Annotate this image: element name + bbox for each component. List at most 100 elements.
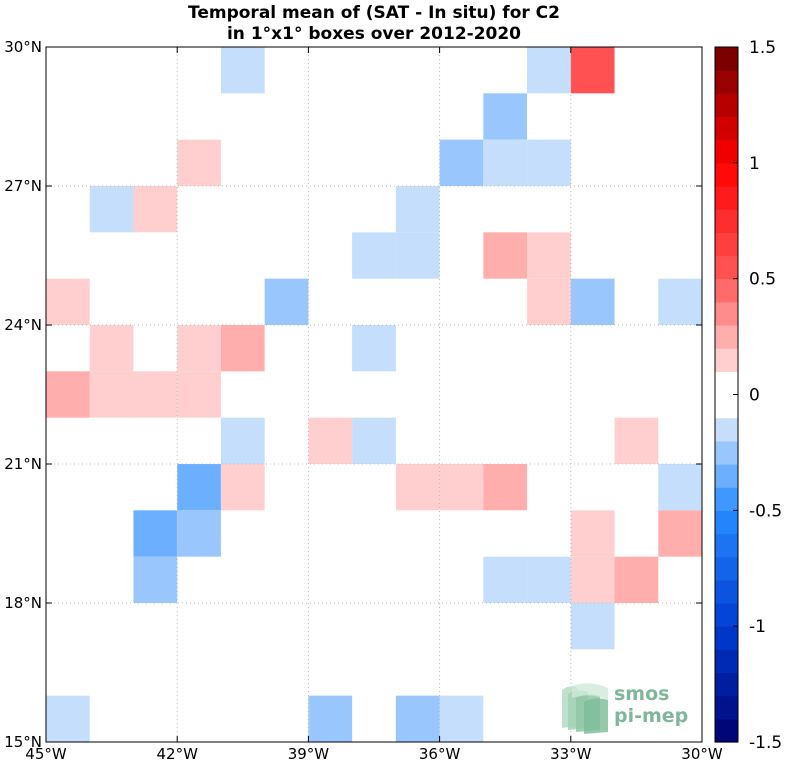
heatmap-cell <box>483 232 528 279</box>
colorbar-segment <box>715 70 738 94</box>
colorbar-segment <box>715 672 738 697</box>
colorbar-segment <box>715 556 738 581</box>
colorbar-tick-label: 1 <box>749 154 760 174</box>
x-tick-label: 30°W <box>681 745 723 763</box>
colorbar-segment <box>715 139 738 164</box>
colorbar-segment <box>715 579 738 604</box>
colorbar-segment <box>715 649 738 674</box>
colorbar-tick-label: -1 <box>749 617 766 637</box>
heatmap-cell <box>570 510 615 557</box>
y-tick-labels: 15°N 18°N 21°N 24°N 27°N 30°N <box>4 38 42 751</box>
y-tick-label: 24°N <box>4 316 42 334</box>
colorbar-segment <box>715 440 738 465</box>
heatmap-cell <box>483 93 528 140</box>
colorbar-segment <box>715 603 738 627</box>
heatmap-cell <box>614 417 659 464</box>
colorbar-tick-label: 1.5 <box>749 38 776 58</box>
colorbar-segment <box>715 232 738 257</box>
colorbar-segment <box>715 348 738 372</box>
colorbar-frame <box>714 46 739 743</box>
heatmap-cell <box>658 464 702 511</box>
heatmap-cell <box>352 325 396 372</box>
colorbar-tick-label: 0.5 <box>749 270 776 290</box>
chart-title-line-1: Temporal mean of (SAT - In situ) for C2 <box>188 3 560 23</box>
colorbar-segment <box>715 255 738 280</box>
heatmap-cells <box>46 47 702 742</box>
heatmap-cell <box>395 186 440 233</box>
heatmap-cell <box>658 278 702 325</box>
y-tick-label: 27°N <box>4 177 42 195</box>
colorbar-tick-label: 0 <box>749 386 760 406</box>
colorbar-tick-labels: 1.5 1 0.5 0 -0.5 -1 -1.5 <box>749 38 782 753</box>
heatmap-cell <box>527 556 571 603</box>
colorbar-segment <box>715 186 738 210</box>
heatmap-cell <box>177 325 221 372</box>
logo-mark-icon <box>562 683 608 734</box>
colorbar-segment <box>715 93 738 118</box>
heatmap-cell <box>133 371 178 418</box>
x-tick-labels: 45°W 42°W 39°W 36°W 33°W 30°W <box>25 745 723 763</box>
heatmap-cell <box>177 371 221 418</box>
colorbar-segment <box>715 417 738 442</box>
heatmap-cell <box>527 47 571 94</box>
x-tick-label: 36°W <box>419 745 461 763</box>
y-tick-label: 30°N <box>4 38 42 56</box>
grid-lines <box>46 47 702 742</box>
y-tick-label: 21°N <box>4 455 42 473</box>
colorbar-segment <box>715 718 738 743</box>
heatmap-cell <box>352 417 396 464</box>
heatmap-cell <box>570 603 615 650</box>
heatmap-cell <box>308 417 353 464</box>
heatmap-cell <box>395 695 440 742</box>
heatmap-cell <box>658 510 702 557</box>
heatmap-cell <box>177 464 221 511</box>
colorbar-segment <box>715 325 738 349</box>
colorbar-segment <box>715 510 738 535</box>
heatmap-cell <box>352 232 396 279</box>
colorbar-segment <box>715 209 738 233</box>
heatmap-cell <box>527 139 571 186</box>
heatmap-cell <box>220 464 265 511</box>
heatmap-cell <box>439 464 484 511</box>
colorbar-segment <box>715 464 738 488</box>
heatmap-cell <box>308 695 353 742</box>
heatmap-cell <box>439 139 484 186</box>
heatmap-cell <box>614 556 659 603</box>
heatmap-cell <box>527 278 571 325</box>
heatmap-cell <box>570 47 615 94</box>
colorbar-tick-label: -1.5 <box>749 733 782 753</box>
x-tick-label: 33°W <box>550 745 592 763</box>
heatmap-cell <box>89 325 134 372</box>
colorbar-segment <box>715 394 738 419</box>
heatmap-cell <box>570 556 615 603</box>
plot-frame <box>45 46 703 743</box>
colorbar-segment <box>715 162 738 187</box>
colorbar-segment <box>715 301 738 326</box>
y-tick-label: 18°N <box>4 594 42 612</box>
logo-text-pi-mep: pi-mep <box>614 705 688 727</box>
heatmap-cell <box>527 232 571 279</box>
heatmap-cell <box>439 695 484 742</box>
heatmap-cell <box>46 278 90 325</box>
heatmap-cell <box>133 510 178 557</box>
heatmap-cell <box>483 139 528 186</box>
colorbar-segment <box>715 626 738 650</box>
heatmap-cell <box>395 232 440 279</box>
heatmap-cell <box>46 371 90 418</box>
colorbar-segment <box>715 278 738 303</box>
heatmap-cell <box>46 695 90 742</box>
heatmap-cell <box>483 464 528 511</box>
heatmap-cell <box>220 417 265 464</box>
colorbar-segment <box>715 487 738 511</box>
heatmap-cell <box>89 186 134 233</box>
heatmap-cell <box>177 139 221 186</box>
heatmap-cell <box>220 325 265 372</box>
y-tick-label: 15°N <box>4 733 42 751</box>
colorbar-segment <box>715 371 738 396</box>
colorbar-tick-label: -0.5 <box>749 501 782 521</box>
axis-ticks <box>45 46 703 743</box>
heatmap-cell <box>570 278 615 325</box>
colorbar-segment <box>715 533 738 558</box>
colorbar-segment <box>715 47 738 71</box>
colorbar-segment <box>715 116 738 141</box>
